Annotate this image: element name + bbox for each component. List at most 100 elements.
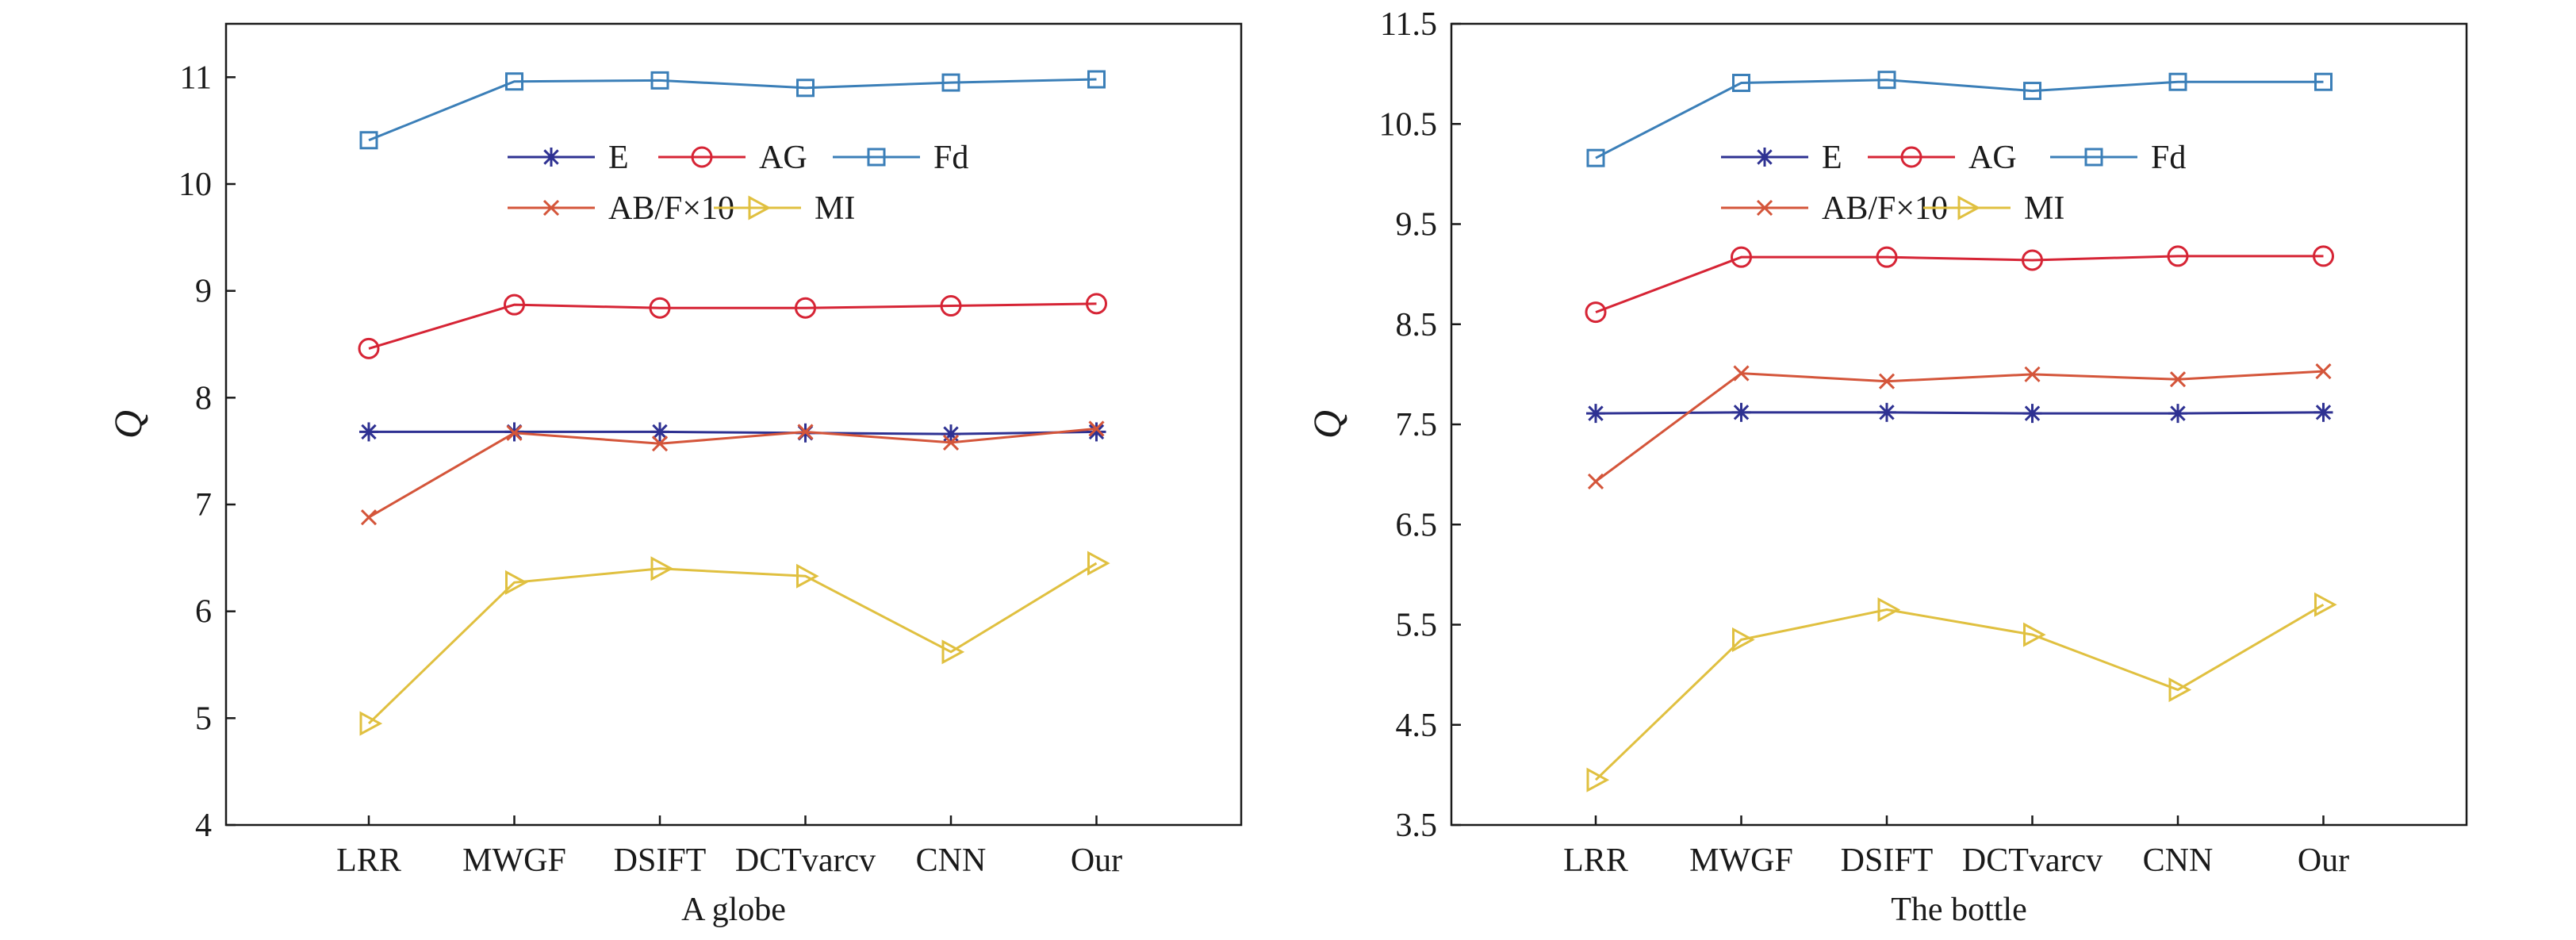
data-point [2022,249,2043,271]
data-point [1877,71,1896,90]
data-point [2024,366,2041,382]
x-tick-label: LRR [336,842,401,879]
x-tick-label: DSIFT [1841,842,1934,879]
data-point [359,711,383,736]
data-point [940,295,962,317]
series-asterisk [359,422,1106,444]
y-tick-label: 10 [178,167,212,203]
x-tick-label: DSIFT [614,842,707,879]
legend-label: Fd [933,140,968,176]
legend-label: E [608,140,629,176]
series-line [368,78,1097,142]
data-point [1731,246,1752,268]
data-point [1733,365,1750,382]
series-triangle-right [359,551,1110,736]
legend-label: MI [815,190,855,227]
series-circle [1585,245,2334,324]
series-asterisk [1586,402,2333,424]
data-point [1585,301,1607,324]
data-point [941,639,965,665]
data-point [941,424,960,444]
x-tick-label: Our [1071,842,1122,879]
chart-panel-2: 3.5 4.5 5.5 6.5 7.5 8.5 9.5 10.5 11.5 LRR MWGF DSIF… [1305,6,2468,928]
y-tick-label: 9.5 [1396,207,1438,244]
y-tick-label: 8.5 [1396,307,1438,343]
legend-label: AG [759,140,807,176]
data-point [650,71,669,90]
legend-label: AB/F×10 [608,190,734,227]
data-point [360,509,378,526]
data-point [1732,73,1750,92]
y-tick-label: 3.5 [1396,808,1438,844]
data-point [1087,551,1110,576]
legend-label: Fd [2151,140,2186,176]
series-triangle-right [1586,592,2337,792]
data-point [1086,293,1107,315]
y-tick-label: 10.5 [1379,106,1438,143]
series-line [1595,370,2324,483]
data-point [359,131,378,150]
plot-frame [1450,22,2468,827]
legend-marker [748,195,772,221]
data-point [1876,246,1898,268]
data-point [796,79,815,98]
data-point [505,72,523,91]
legend-marker [2084,148,2103,167]
legend-item: MI [1923,190,2064,227]
series-circle [358,293,1107,359]
data-point [650,556,674,581]
data-point [941,73,960,92]
legend-marker [542,148,561,167]
y-tick-label: 6.5 [1396,507,1438,543]
data-point [2314,72,2333,91]
legend: E AG Fd AB/F×10 MI [508,140,968,227]
series-square [359,70,1106,150]
legend-label: AG [1968,140,2017,176]
data-point [1731,402,1751,422]
legend-item: AB/F×10 [1721,190,1948,227]
legend-item: AB/F×10 [508,190,734,227]
y-tick-label: 11 [180,59,212,96]
legend-marker [1756,199,1773,217]
x-tick-label: LRR [1563,842,1628,879]
x-tick-label: MWGF [1689,842,1793,879]
data-point [504,294,525,316]
y-tick-label: 7 [195,487,212,524]
y-tick-label: 8 [195,380,212,416]
legend-marker [1755,148,1774,167]
series-line [1595,79,2324,159]
legend-label: MI [2024,190,2064,227]
data-point [1587,473,1604,490]
data-point [942,434,960,451]
series-line [1595,255,2324,314]
y-tick-label: 4.5 [1396,708,1438,744]
data-point [2167,245,2189,267]
legend-item: E [1721,140,1842,176]
legend-marker [691,146,713,168]
series-square [1586,71,2333,167]
legend-item: AG [658,140,807,176]
data-point [651,435,669,452]
x-tick-label: DCTvarcv [735,842,876,879]
y-axis-label: Q [105,410,150,439]
x-axis-label: A globe [681,892,786,928]
y-axis-label: Q [1305,410,1349,439]
data-point [1586,404,1605,424]
data-point [796,563,819,589]
legend-item: Fd [833,140,968,176]
x-tick-label: DCTvarcv [1962,842,2103,879]
y-tick-label: 4 [195,808,212,844]
data-point [359,422,378,442]
plot-frame [224,22,1243,827]
data-point [649,297,671,319]
legend-marker [867,148,886,167]
series-line [368,427,1097,519]
y-tick-label: 5.5 [1396,608,1438,644]
y-tick-label: 9 [195,274,212,310]
data-point [2022,404,2042,424]
data-point [2023,82,2041,101]
data-point [1586,148,1605,167]
series-x [360,420,1105,526]
y-tick-label: 7.5 [1396,407,1438,443]
legend-marker [542,199,560,217]
